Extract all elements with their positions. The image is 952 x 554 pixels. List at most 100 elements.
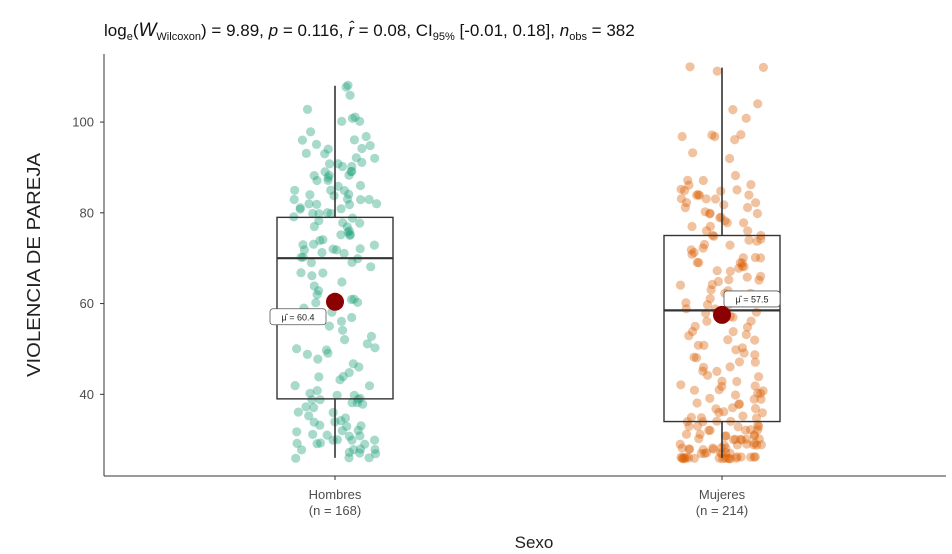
data-point — [690, 321, 700, 331]
data-point — [750, 452, 760, 462]
data-point — [756, 394, 766, 404]
data-point — [353, 297, 363, 307]
data-point — [355, 448, 365, 458]
data-point — [320, 149, 330, 159]
data-point — [370, 444, 380, 455]
data-point — [737, 258, 747, 268]
data-point — [754, 422, 764, 432]
data-point — [744, 235, 754, 245]
data-point — [314, 372, 324, 382]
data-point — [701, 194, 711, 204]
data-point — [702, 300, 713, 310]
data-point — [678, 454, 688, 464]
data-point — [306, 258, 316, 268]
mean-dot — [326, 292, 344, 311]
mean-label: μ̂ = 60.4 — [282, 312, 315, 322]
data-point — [705, 209, 715, 219]
data-point — [347, 257, 357, 267]
data-point — [302, 104, 313, 114]
data-point — [349, 294, 359, 304]
data-point — [741, 425, 751, 435]
data-point — [750, 357, 760, 367]
data-point — [332, 390, 342, 400]
data-point — [677, 453, 687, 463]
data-point — [716, 212, 726, 222]
data-point — [729, 435, 739, 445]
data-point — [734, 263, 744, 273]
data-point — [357, 143, 367, 154]
data-point — [719, 200, 729, 210]
data-point — [290, 381, 300, 391]
data-point — [752, 440, 762, 450]
data-point — [356, 421, 366, 431]
data-point — [758, 386, 768, 396]
data-point — [691, 353, 702, 363]
data-point — [737, 261, 747, 271]
mean-label-box — [269, 308, 327, 326]
data-point — [700, 448, 710, 459]
data-point — [752, 208, 763, 219]
data-point — [710, 131, 720, 142]
data-point — [312, 290, 322, 300]
data-point — [301, 148, 311, 158]
data-point — [705, 294, 715, 304]
data-point — [357, 157, 367, 167]
data-point — [370, 153, 380, 163]
data-point — [323, 348, 333, 358]
data-point — [341, 82, 351, 92]
data-point — [725, 362, 735, 372]
data-point — [742, 322, 753, 332]
data-point — [756, 234, 766, 244]
data-point — [749, 431, 760, 441]
data-point — [730, 390, 741, 400]
data-point — [331, 245, 342, 255]
data-point — [737, 435, 747, 445]
data-point — [343, 227, 353, 237]
data-point — [308, 208, 318, 219]
data-point — [712, 66, 722, 76]
data-point — [343, 80, 353, 90]
data-point — [701, 226, 712, 236]
data-point — [307, 271, 317, 281]
data-point — [355, 431, 365, 441]
data-point — [370, 343, 380, 353]
data-point — [730, 135, 740, 145]
data-point — [296, 268, 306, 278]
data-point — [750, 403, 761, 414]
data-point — [681, 452, 692, 462]
data-point — [676, 184, 686, 194]
data-point — [756, 271, 766, 281]
data-point — [340, 413, 351, 423]
data-point — [689, 453, 700, 463]
data-point — [347, 161, 357, 172]
data-point — [680, 203, 690, 213]
data-point — [302, 349, 312, 359]
data-point — [730, 170, 741, 181]
data-point — [351, 153, 361, 163]
data-point — [693, 421, 703, 431]
data-point — [706, 285, 716, 295]
data-point — [698, 243, 708, 253]
data-point — [707, 279, 717, 290]
data-point — [315, 395, 325, 405]
data-point — [710, 194, 721, 204]
mean-dot — [713, 305, 731, 324]
data-point — [350, 112, 360, 122]
data-point — [707, 130, 717, 140]
data-point — [290, 185, 300, 195]
data-point — [704, 425, 714, 435]
data-point — [308, 429, 318, 439]
y-tick-label: 80 — [80, 205, 94, 220]
data-point — [712, 266, 722, 276]
data-point — [736, 452, 746, 462]
data-point — [344, 170, 354, 180]
data-point — [753, 388, 763, 398]
data-point — [317, 247, 327, 258]
data-point — [314, 286, 324, 296]
data-point — [676, 194, 687, 204]
data-point — [299, 245, 309, 255]
data-point — [336, 316, 347, 326]
data-point — [693, 190, 703, 200]
data-point — [709, 231, 719, 241]
data-point — [693, 340, 703, 350]
